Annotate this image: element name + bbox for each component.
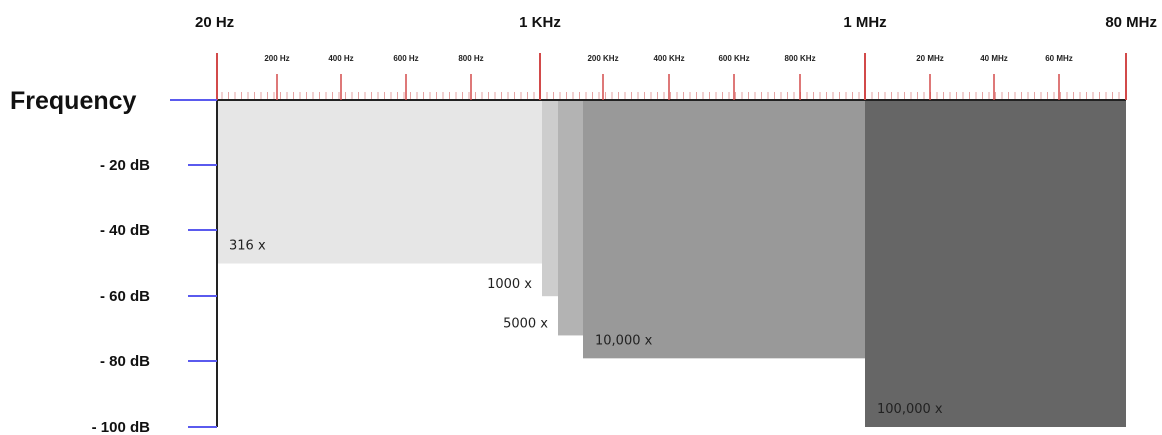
labels-layer: 316 x 1000 x 5000 x 10,000 x 100,000 x 20 Hz 1…	[92, 14, 1157, 435]
major-tick-label: 80 MHz	[1105, 14, 1157, 31]
y-tick-label: - 20 dB	[100, 157, 150, 174]
major-tick-label: 20 Hz	[195, 14, 234, 31]
minor-tick-label: 600 Hz	[393, 54, 418, 63]
bar-3	[558, 100, 583, 336]
bar-label-1: 316 x	[229, 239, 266, 254]
major-tick-label: 1 MHz	[843, 14, 886, 31]
major-tick-label: 1 KHz	[519, 14, 561, 31]
axis-title: Frequency	[10, 87, 137, 115]
minor-tick-label: 40 MHz	[980, 54, 1008, 63]
bar-4	[583, 100, 865, 359]
bar-label-5: 100,000 x	[877, 402, 943, 417]
minor-tick-label: 800 KHz	[784, 54, 815, 63]
bars-layer	[217, 100, 1126, 427]
bar-1	[217, 100, 542, 264]
bar-label-2: 1000 x	[487, 277, 532, 292]
minor-tick-label: 60 MHz	[1045, 54, 1073, 63]
minor-tick-label: 20 MHz	[916, 54, 944, 63]
bar-5	[865, 100, 1126, 427]
y-axis	[170, 99, 218, 428]
minor-tick-label: 400 KHz	[653, 54, 684, 63]
frequency-ruler	[216, 53, 1127, 101]
minor-tick-label: 800 Hz	[458, 54, 483, 63]
minor-tick-label: 200 KHz	[587, 54, 618, 63]
y-tick-label: - 40 dB	[100, 222, 150, 239]
minor-tick-label: 400 Hz	[328, 54, 353, 63]
bar-label-3: 5000 x	[503, 316, 548, 331]
minor-tick-label: 600 KHz	[718, 54, 749, 63]
minor-tick-label: 200 Hz	[264, 54, 289, 63]
y-tick-label: - 100 dB	[92, 419, 151, 435]
bar-2	[542, 100, 558, 297]
bar-label-4: 10,000 x	[595, 333, 653, 348]
y-tick-label: - 60 dB	[100, 288, 150, 305]
y-tick-label: - 80 dB	[100, 353, 150, 370]
